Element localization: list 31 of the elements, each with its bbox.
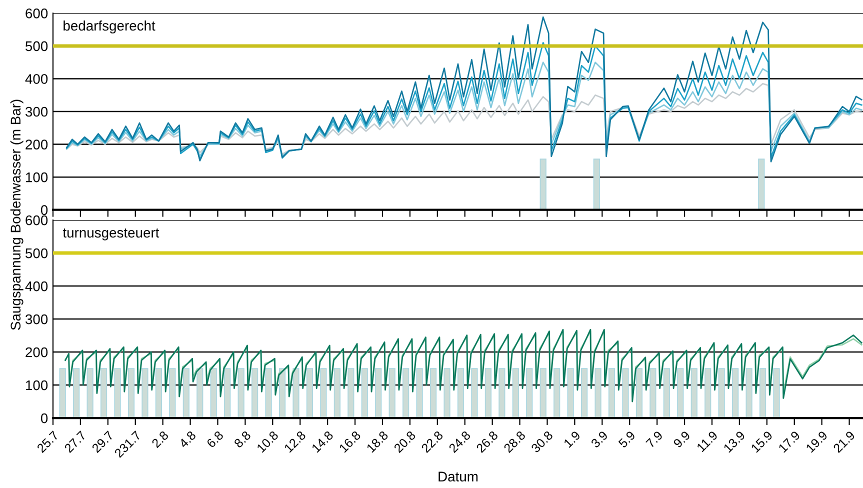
y-tick-label: 100	[26, 172, 48, 182]
y-tick-label: 200	[26, 140, 48, 150]
y-tick-label: 300	[25, 314, 48, 324]
x-tick-label: 10.8	[256, 430, 279, 453]
y-axis-title: Saugspannung Bodenwasser (m Bar)	[10, 100, 24, 330]
y-tick-label: 400	[25, 74, 48, 84]
x-tick-label: 9.9	[672, 430, 691, 448]
y-tick-label: 200	[26, 347, 48, 358]
text: turnusgesteuert	[62, 228, 160, 240]
x-tick-label: 2.8	[151, 430, 169, 448]
chart-title: bedarfsgerecht	[64, 20, 156, 34]
x-tick-label: 3.9	[590, 430, 608, 448]
y-tick-label: 0	[40, 205, 48, 216]
y-tick-label: 500	[26, 41, 48, 52]
x-tick-label: 12.8	[284, 430, 306, 453]
y-tick-label: 600	[26, 215, 48, 226]
y-tick-label: 600	[26, 8, 48, 18]
x-tick-label: 11.9	[696, 430, 718, 452]
x-tick-label: 7.9	[645, 430, 664, 448]
x-tick-label: 6.8	[206, 430, 224, 448]
y-tick-label: 100	[26, 380, 48, 390]
x-tick-label: 1.9	[563, 430, 581, 448]
y-tick-label: 300	[25, 106, 48, 117]
x-tick-label: 4.8	[178, 430, 196, 448]
x-tick-label: 30.8	[530, 430, 554, 454]
x-tick-label: 8.8	[234, 430, 252, 448]
x-axis-title: Datum	[438, 472, 478, 482]
y-tick-label: 0	[40, 413, 48, 424]
x-tick-label: 5.9	[618, 430, 636, 448]
y-tick-label: 500	[26, 248, 48, 258]
y-tick-label: 400	[25, 281, 48, 292]
